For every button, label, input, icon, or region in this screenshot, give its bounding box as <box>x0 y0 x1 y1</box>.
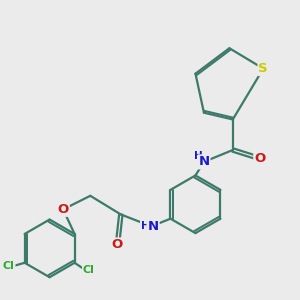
Text: N: N <box>198 155 209 168</box>
Text: O: O <box>254 152 266 165</box>
Text: S: S <box>259 62 268 75</box>
Text: Cl: Cl <box>83 265 95 275</box>
Text: H: H <box>194 151 203 161</box>
Text: O: O <box>112 238 123 251</box>
Text: Cl: Cl <box>3 261 15 271</box>
Text: O: O <box>58 203 69 216</box>
Text: H: H <box>141 221 150 231</box>
Text: N: N <box>148 220 159 233</box>
